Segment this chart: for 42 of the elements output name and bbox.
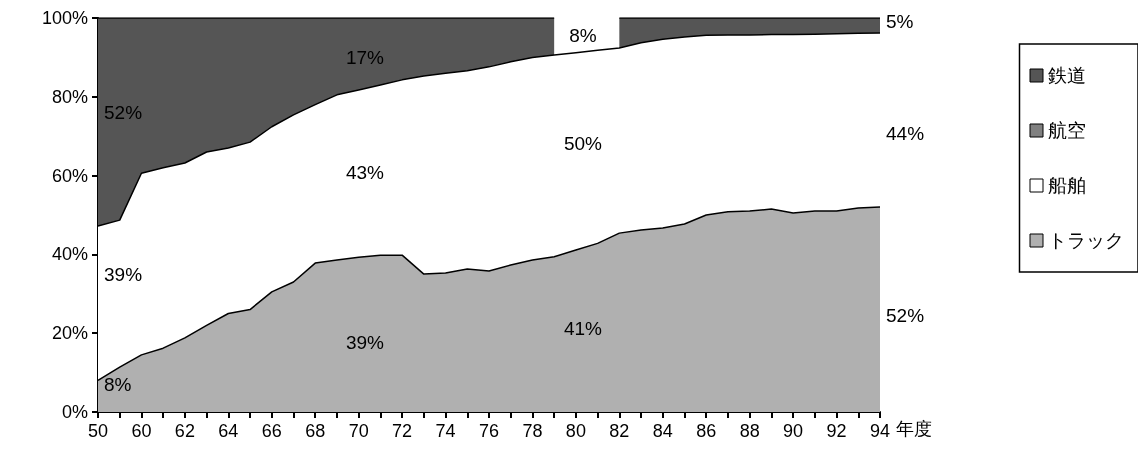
- legend-label: トラック: [1048, 230, 1124, 251]
- x-tick-label: 90: [783, 421, 804, 441]
- annotation: 52%: [104, 102, 143, 124]
- annotation: 39%: [104, 264, 143, 286]
- x-tick-label: 94: [869, 421, 891, 441]
- y-tick-label: 80%: [51, 86, 88, 107]
- legend-label: 船舶: [1048, 175, 1086, 196]
- annotation: 8%: [104, 374, 132, 396]
- x-tick-label: 78: [522, 421, 543, 441]
- x-tick-label: 64: [218, 421, 239, 441]
- x-tick-label: 62: [174, 421, 195, 441]
- x-tick-label: 74: [435, 421, 456, 441]
- x-tick-label: 76: [478, 421, 500, 441]
- annotation: 8%: [569, 24, 597, 46]
- y-tick-label: 60%: [51, 165, 88, 186]
- annotation: 43%: [345, 161, 385, 183]
- annotation: 52%: [886, 304, 925, 326]
- x-tick-label: 68: [305, 421, 326, 441]
- x-tick-label: 50: [87, 421, 109, 441]
- annotation: 5%: [886, 11, 914, 33]
- x-tick-label: 88: [739, 421, 760, 441]
- annotation: 41%: [563, 317, 603, 339]
- y-tick-label: 100%: [41, 8, 88, 28]
- x-tick-label: 82: [609, 421, 630, 441]
- x-tick-label: 92: [826, 421, 847, 441]
- y-tick-label: 0%: [61, 402, 88, 422]
- x-tick-label: 80: [565, 421, 586, 441]
- x-tick-label: 60: [131, 421, 152, 441]
- x-tick-label: 70: [348, 421, 369, 441]
- annotation: 50%: [563, 132, 603, 154]
- x-tick-label: 66: [261, 421, 282, 441]
- annotation: 44%: [886, 122, 925, 144]
- annotation: 17%: [345, 46, 385, 68]
- x-tick-label: 72: [392, 421, 413, 441]
- y-tick-label: 40%: [51, 244, 88, 265]
- x-axis-title: 年度: [895, 419, 932, 439]
- x-tick-label: 86: [696, 421, 717, 441]
- legend-label: 航空: [1048, 120, 1086, 141]
- annotation: 39%: [345, 331, 385, 353]
- x-tick-label: 84: [652, 421, 673, 441]
- y-tick-label: 20%: [51, 323, 88, 344]
- legend-label: 鉄道: [1048, 65, 1086, 86]
